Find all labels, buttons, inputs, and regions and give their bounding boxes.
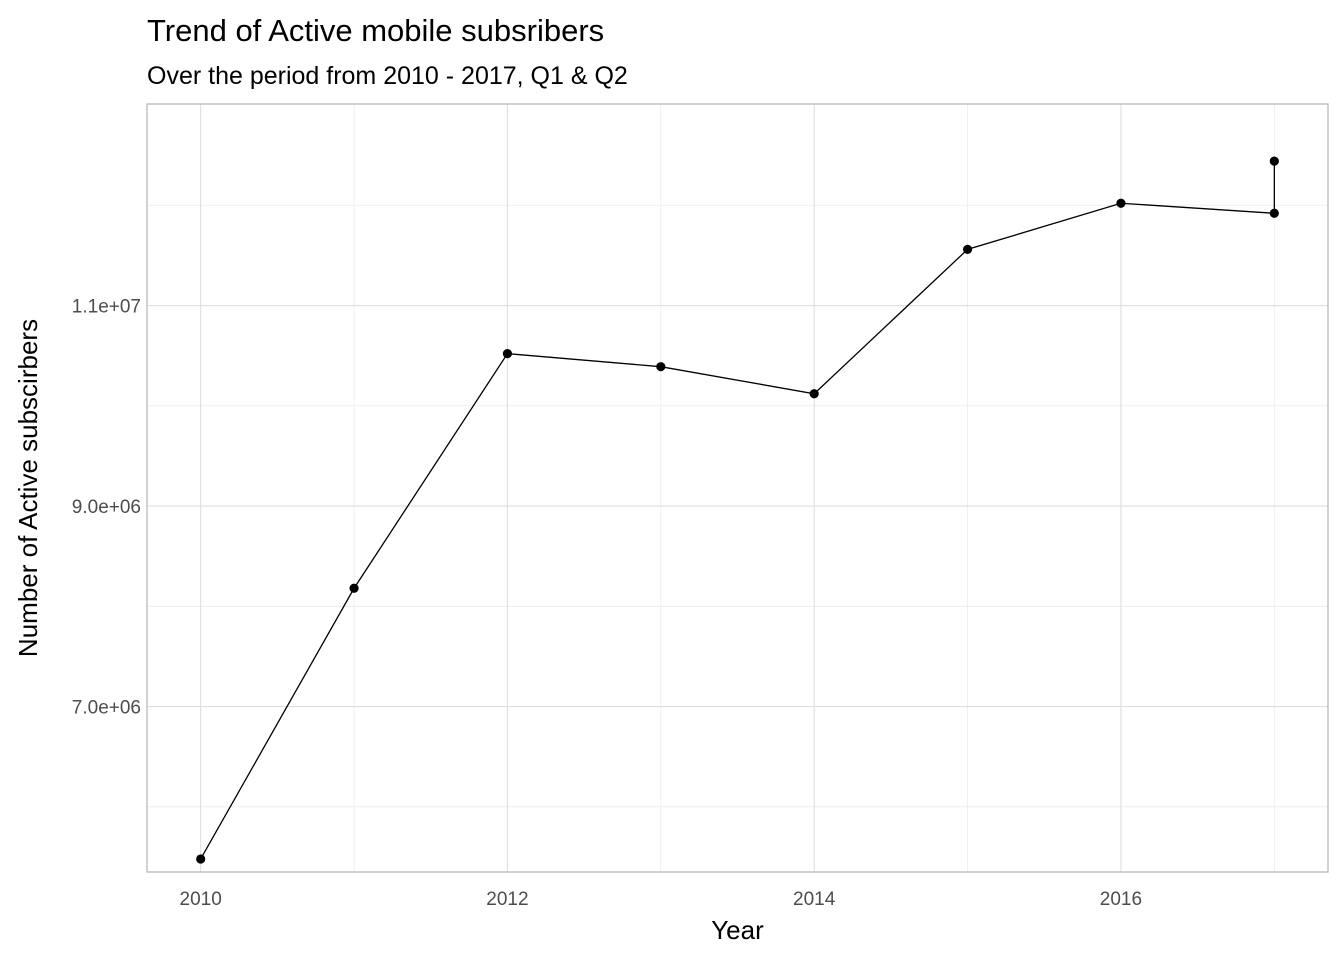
major-gridlines (147, 104, 1328, 872)
data-point (656, 362, 666, 372)
minor-gridlines (147, 104, 1328, 872)
data-point (196, 854, 206, 864)
x-tick-label: 2014 (793, 889, 836, 910)
series-layer (196, 156, 1279, 864)
y-axis-ticks: 7.0e+06 9.0e+06 1.1e+07 (72, 297, 141, 719)
chart-subtitle: Over the period from 2010 - 2017, Q1 & Q… (147, 62, 628, 90)
x-tick-label: 2016 (1100, 889, 1142, 910)
data-point (1269, 208, 1279, 218)
data-point (1116, 198, 1126, 208)
x-tick-label: 2010 (180, 889, 222, 910)
y-tick-label: 9.0e+06 (72, 497, 141, 518)
data-point (962, 244, 973, 254)
y-axis-title: Number of Active subscirbers (13, 319, 43, 657)
y-tick-label: 7.0e+06 (72, 698, 141, 719)
x-axis-title: Year (711, 915, 764, 945)
x-tick-label: 2012 (486, 889, 528, 910)
chart-title: Trend of Active mobile subsribers (147, 13, 604, 48)
data-point (502, 349, 513, 359)
data-point (1269, 156, 1279, 166)
data-point (349, 583, 359, 593)
x-axis-ticks: 2010 2012 2014 2016 (180, 889, 1143, 910)
series-line (200, 161, 1275, 860)
plot-panel-border (146, 103, 1329, 873)
y-tick-label: 1.1e+07 (72, 297, 141, 318)
data-point (809, 389, 819, 399)
